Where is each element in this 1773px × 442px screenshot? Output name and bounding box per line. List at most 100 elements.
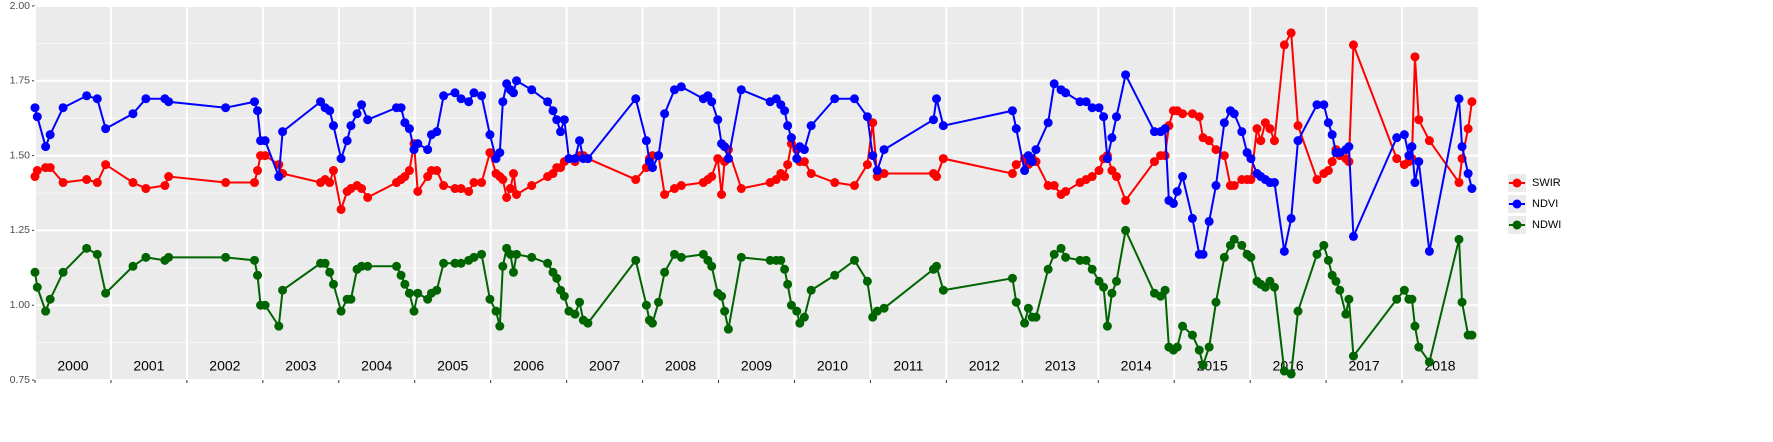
data-point (491, 306, 501, 316)
data-point (1319, 240, 1329, 250)
data-point (477, 249, 487, 259)
data-point (325, 178, 335, 188)
data-point (660, 189, 670, 199)
data-point (469, 88, 479, 98)
data-point (736, 252, 746, 262)
data-point (1111, 172, 1121, 182)
data-point (669, 184, 679, 194)
data-point (41, 142, 51, 152)
data-point (1323, 255, 1333, 265)
data-point (1081, 97, 1091, 107)
data-point (783, 121, 793, 131)
data-point (1348, 351, 1358, 361)
data-point (328, 166, 338, 176)
data-point (439, 91, 449, 101)
data-point (1023, 303, 1033, 313)
data-point (654, 151, 664, 161)
data-point (274, 321, 284, 331)
data-point (432, 285, 442, 295)
data-point (1204, 136, 1214, 146)
data-point (938, 121, 948, 131)
data-point (1094, 166, 1104, 176)
data-point (931, 94, 941, 104)
data-point (723, 324, 733, 334)
data-point (450, 88, 460, 98)
data-point (1237, 127, 1247, 137)
data-point (583, 318, 593, 328)
data-point (830, 178, 840, 188)
data-point (342, 136, 352, 146)
data-point (508, 88, 518, 98)
data-point (1335, 285, 1345, 295)
data-point (1252, 124, 1262, 134)
data-point (1160, 285, 1170, 295)
data-point (456, 184, 466, 194)
data-point (160, 181, 170, 191)
data-point (776, 255, 786, 265)
data-point (647, 163, 657, 173)
data-point (879, 169, 889, 179)
data-point (552, 273, 562, 283)
data-point (357, 100, 367, 110)
data-point (1424, 246, 1434, 256)
data-point (485, 130, 495, 140)
data-point (676, 82, 686, 92)
data-point (1286, 28, 1296, 38)
data-point (783, 279, 793, 289)
data-point (1087, 172, 1097, 182)
data-point (1467, 330, 1477, 340)
data-point (849, 255, 859, 265)
data-point (92, 94, 102, 104)
year-label: 2000 (57, 358, 88, 374)
data-point (1168, 198, 1178, 208)
year-label: 2005 (437, 358, 468, 374)
data-point (806, 121, 816, 131)
data-point (720, 142, 730, 152)
data-point (1269, 136, 1279, 146)
data-point (1043, 264, 1053, 274)
data-point (58, 267, 68, 277)
data-point (1187, 330, 1197, 340)
data-point (1020, 318, 1030, 328)
data-point (1399, 285, 1409, 295)
data-point (1204, 342, 1214, 352)
data-point (707, 261, 717, 271)
legend-point (1512, 178, 1522, 188)
data-point (1111, 112, 1121, 122)
data-point (527, 181, 537, 191)
year-label: 2014 (1121, 358, 1152, 374)
data-point (249, 97, 259, 107)
data-point (477, 178, 487, 188)
data-point (498, 175, 508, 185)
data-point (253, 106, 263, 116)
data-point (1246, 252, 1256, 262)
year-label: 2010 (817, 358, 848, 374)
data-point (641, 136, 651, 146)
data-point (641, 300, 651, 310)
data-point (82, 175, 92, 185)
data-point (780, 172, 790, 182)
data-point (1454, 234, 1464, 244)
data-point (717, 189, 727, 199)
data-point (799, 312, 809, 322)
data-point (1061, 88, 1071, 98)
data-point (1331, 276, 1341, 286)
year-label: 2004 (361, 358, 392, 374)
data-point (30, 267, 40, 277)
data-point (1323, 166, 1333, 176)
data-point (1056, 243, 1066, 253)
data-point (278, 285, 288, 295)
data-point (469, 252, 479, 262)
data-point (508, 169, 518, 179)
data-point (669, 85, 679, 95)
data-point (1099, 112, 1109, 122)
data-point (1348, 231, 1358, 241)
data-point (676, 252, 686, 262)
data-point (456, 258, 466, 268)
data-point (849, 181, 859, 191)
data-point (1344, 142, 1354, 152)
data-point (1049, 79, 1059, 89)
data-point (404, 166, 414, 176)
data-point (1094, 103, 1104, 113)
data-point (325, 267, 335, 277)
